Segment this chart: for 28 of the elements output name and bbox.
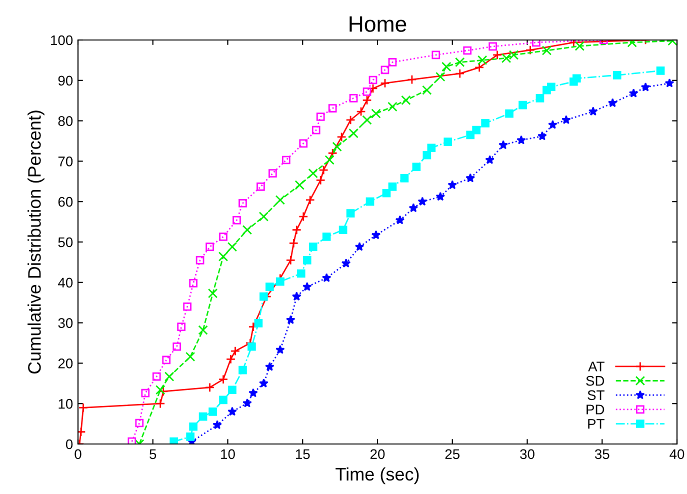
x-tick-label: 25: [445, 449, 460, 460]
y-tick-label: 80: [58, 116, 73, 126]
legend-label: SD: [586, 376, 604, 386]
y-tick-label: 40: [58, 278, 73, 288]
y-tick-label: 30: [58, 318, 73, 328]
y-tick-label: 10: [58, 398, 73, 409]
x-tick-label: 10: [221, 449, 235, 460]
y-tick-label: 90: [58, 76, 73, 86]
legend-label: PT: [588, 419, 604, 429]
y-tick-label: 60: [58, 196, 73, 207]
x-tick-label: 35: [594, 449, 610, 460]
y-tick-label: 100: [51, 35, 73, 46]
y-tick-label: 70: [58, 156, 73, 166]
x-tick-label: 40: [670, 449, 684, 460]
y-tick-label: 0: [66, 439, 73, 450]
y-tick-label: 20: [58, 358, 73, 368]
x-tick-label: 30: [520, 449, 534, 460]
chart-title: Home: [350, 16, 406, 32]
legend-label: ST: [588, 390, 604, 400]
y-axis-title: Cumulative Distribution (Percent): [28, 110, 44, 374]
x-tick-label: 5: [150, 449, 156, 460]
y-tick-label: 50: [58, 237, 73, 248]
legend-label: AT: [588, 362, 604, 372]
x-tick-label: 0: [74, 449, 82, 460]
legend-label: PD: [586, 404, 604, 414]
x-tick-label: 15: [296, 449, 310, 460]
x-axis-title: Time (sec): [336, 467, 419, 484]
x-tick-label: 20: [370, 449, 385, 460]
